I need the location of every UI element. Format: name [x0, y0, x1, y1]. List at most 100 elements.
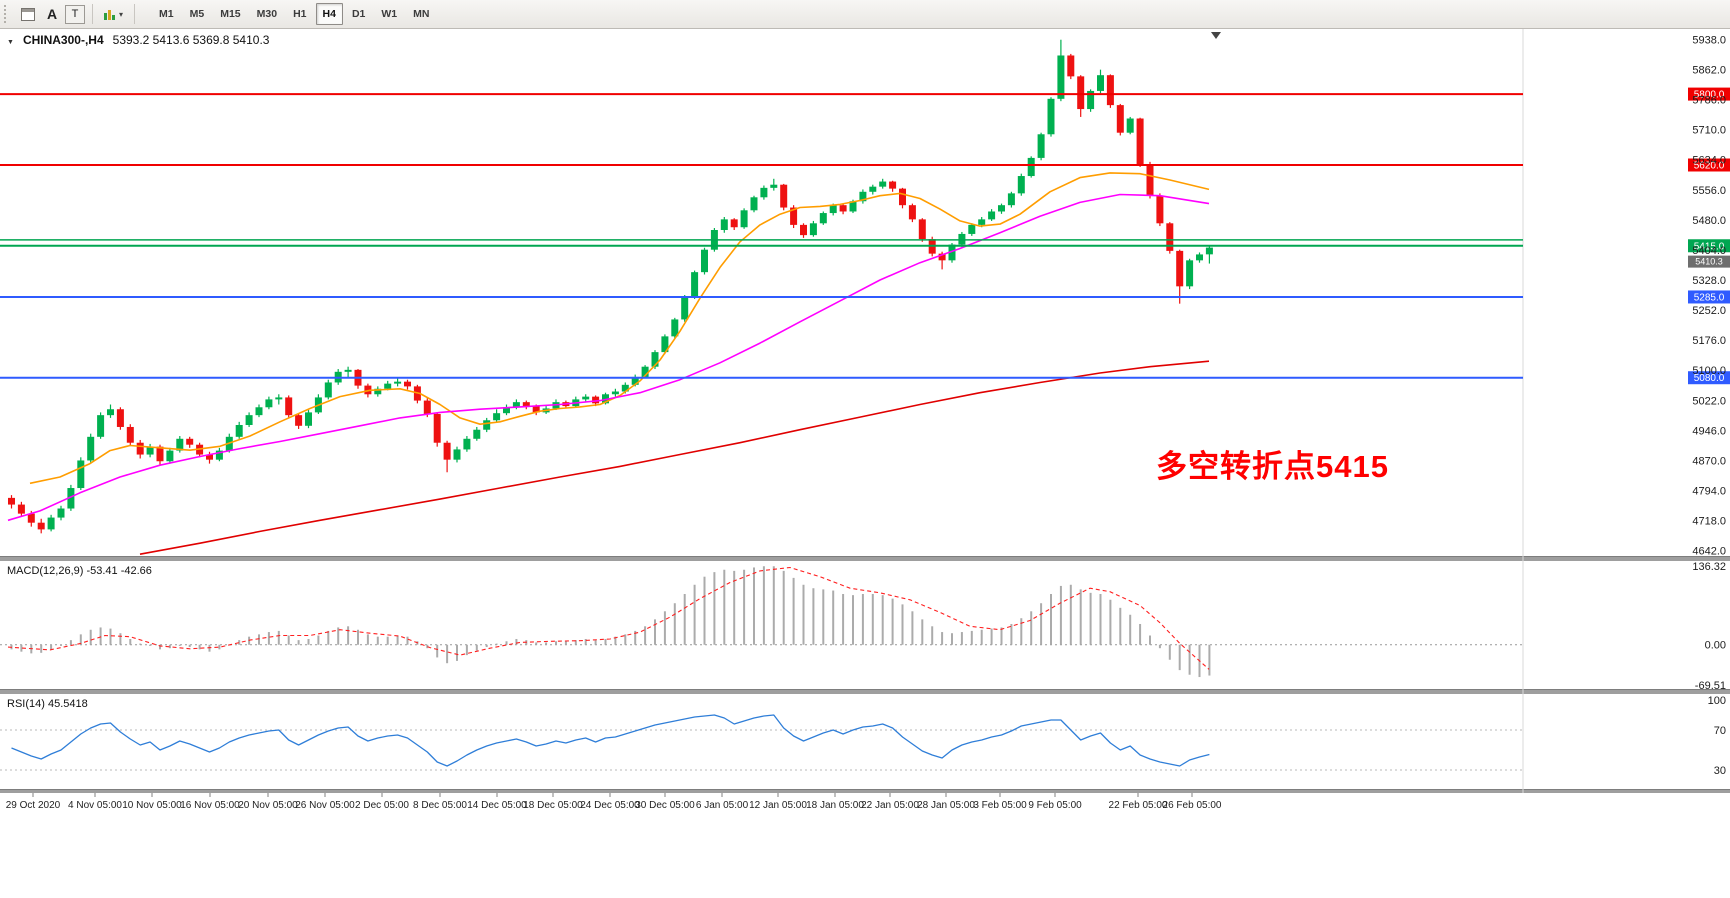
ohlc-values: 5393.2 5413.6 5369.8 5410.3	[112, 33, 270, 47]
indicators-dropdown-button[interactable]: ▾	[100, 4, 127, 25]
svg-text:5176.0: 5176.0	[1692, 335, 1726, 347]
timeframe-button-M1[interactable]: M1	[159, 8, 174, 20]
panel-dividers[interactable]	[0, 556, 1730, 793]
panel-divider[interactable]	[0, 689, 1730, 694]
timeframe-button-MN[interactable]: MN	[413, 8, 430, 20]
time-axis-label: 6 Jan 05:00	[696, 800, 749, 811]
ma-slow-line	[139, 360, 1210, 555]
price-axis-labels: 5938.0 5862.0 5786.0 5710.0 5634.0 5556.0 5480…	[1692, 35, 1726, 558]
panel-backgrounds	[0, 29, 1730, 898]
macd-axis-labels: 136.32 0.00 -69.51	[1692, 561, 1726, 692]
time-axis-label: 18 Jan 05:00	[806, 800, 864, 811]
svg-text:70: 70	[1714, 725, 1726, 737]
svg-text:5800.0: 5800.0	[1694, 90, 1725, 101]
time-axis-label: 26 Feb 05:00	[1163, 800, 1222, 811]
chart-shift-icon[interactable]	[1211, 32, 1221, 39]
time-axis-label: 28 Jan 05:00	[917, 800, 975, 811]
cursor-tool-button[interactable]: A	[41, 4, 63, 25]
horizontal-levels	[0, 93, 1523, 379]
svg-text:5634.0: 5634.0	[1692, 154, 1726, 166]
timeframe-button-H4[interactable]: H4	[315, 3, 343, 25]
svg-text:4870.0: 4870.0	[1692, 455, 1726, 467]
ma-fast-line	[29, 172, 1210, 485]
toolbar-separator	[134, 4, 136, 24]
svg-text:5410.3: 5410.3	[1695, 257, 1723, 267]
svg-text:4794.0: 4794.0	[1692, 485, 1726, 497]
indicators-icon	[104, 8, 115, 20]
panel-divider[interactable]	[0, 789, 1730, 793]
rsi-label: RSI(14) 45.5418	[7, 698, 88, 710]
chart-region[interactable]: 5800.0 5620.0 5415.0 5285.0 5080.0 5410.3 5938…	[0, 29, 1730, 898]
toolbar-separator	[92, 4, 93, 24]
time-axis-label: 4 Nov 05:00	[68, 800, 122, 811]
rsi-line	[11, 714, 1210, 767]
svg-text:4642.0: 4642.0	[1692, 545, 1726, 557]
svg-text:-69.51: -69.51	[1695, 680, 1726, 692]
chart-window-icon	[21, 7, 35, 21]
svg-text:5285.0: 5285.0	[1694, 292, 1725, 303]
svg-text:5404.0: 5404.0	[1692, 245, 1726, 257]
time-axis-label: 16 Nov 05:00	[180, 800, 240, 811]
rsi-axis-labels: 100 70 30	[1708, 695, 1726, 777]
candlestick-series	[8, 39, 1213, 534]
price-tags: 5800.0 5620.0 5415.0 5285.0 5080.0 5410.3	[1688, 87, 1730, 385]
chart-window-button[interactable]	[17, 4, 39, 25]
toolbar: A T ▾ M1 M5 M15 M30 H1 H4 D1 W1 MN	[0, 0, 1730, 29]
timeframe-button-M15[interactable]: M15	[220, 8, 241, 20]
rsi-panel	[0, 729, 1523, 771]
time-axis-label: 30 Dec 05:00	[635, 800, 695, 811]
symbol-marker-icon: ▼	[7, 39, 14, 46]
timeframe-toolbar: M1 M5 M15 M30 H1 H4 D1 W1 MN	[152, 3, 436, 25]
chart-annotation: 多空转折点5415	[1156, 449, 1389, 484]
svg-text:30: 30	[1714, 765, 1726, 777]
panel-divider[interactable]	[0, 556, 1730, 561]
symbol-name: CHINA300-,H4	[22, 33, 104, 47]
time-axis-label: 22 Jan 05:00	[861, 800, 919, 811]
time-axis-label: 24 Dec 05:00	[580, 800, 640, 811]
time-axis-label: 14 Dec 05:00	[467, 800, 527, 811]
time-axis-label: 3 Feb 05:00	[973, 800, 1027, 811]
timeframe-button-W1[interactable]: W1	[381, 8, 398, 20]
macd-label: MACD(12,26,9) -53.41 -42.66	[7, 565, 152, 577]
svg-text:5620.0: 5620.0	[1694, 161, 1725, 172]
svg-text:5080.0: 5080.0	[1694, 373, 1725, 384]
timeframe-button-D1[interactable]: D1	[351, 8, 366, 20]
svg-text:5938.0: 5938.0	[1692, 35, 1726, 47]
svg-text:100: 100	[1708, 695, 1726, 707]
text-tool-button[interactable]: T	[65, 4, 85, 24]
svg-text:5556.0: 5556.0	[1692, 185, 1726, 197]
svg-text:5710.0: 5710.0	[1692, 125, 1726, 137]
time-axis-label: 10 Nov 05:00	[122, 800, 182, 811]
timeframe-button-M5[interactable]: M5	[189, 8, 205, 20]
time-axis-label: 18 Dec 05:00	[523, 800, 583, 811]
time-axis-label: 20 Nov 05:00	[238, 800, 298, 811]
time-axis-label: 22 Feb 05:00	[1109, 800, 1168, 811]
svg-text:5786.0: 5786.0	[1692, 95, 1726, 107]
svg-text:5415.0: 5415.0	[1694, 241, 1725, 252]
svg-text:136.32: 136.32	[1692, 561, 1726, 573]
svg-text:5022.0: 5022.0	[1692, 396, 1726, 408]
chevron-down-icon: ▾	[119, 9, 124, 19]
svg-text:4946.0: 4946.0	[1692, 426, 1726, 438]
svg-text:5328.0: 5328.0	[1692, 275, 1726, 287]
time-axis-label: 2 Dec 05:00	[355, 800, 409, 811]
svg-text:5100.0: 5100.0	[1692, 365, 1726, 377]
time-axis-label: 29 Oct 2020	[6, 800, 61, 811]
time-axis-label: 26 Nov 05:00	[295, 800, 355, 811]
toolbar-grip[interactable]	[4, 5, 11, 23]
macd-signal-line	[7, 566, 1210, 670]
svg-text:5480.0: 5480.0	[1692, 215, 1726, 227]
svg-text:5862.0: 5862.0	[1692, 65, 1726, 77]
svg-text:4718.0: 4718.0	[1692, 515, 1726, 527]
timeframe-button-M30[interactable]: M30	[256, 8, 278, 20]
time-axis-label: 9 Feb 05:00	[1028, 800, 1082, 811]
chart-canvas[interactable]: 5800.05620.05415.05285.05080.05410.35938…	[0, 29, 1730, 898]
time-axis-label: 12 Jan 05:00	[749, 800, 807, 811]
time-axis-label: 8 Dec 05:00	[413, 800, 467, 811]
svg-text:0.00: 0.00	[1705, 640, 1726, 652]
macd-histogram	[10, 566, 1211, 678]
svg-text:5252.0: 5252.0	[1692, 305, 1726, 317]
timeframe-button-H1[interactable]: H1	[293, 8, 307, 20]
